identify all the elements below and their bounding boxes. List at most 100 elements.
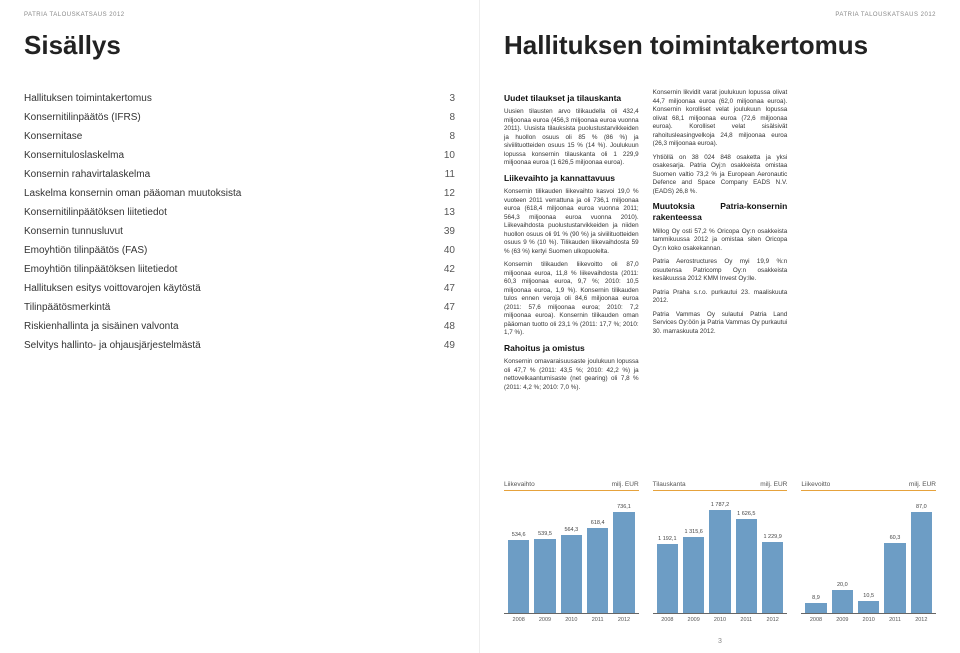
toc-label: Hallituksen toimintakertomus — [24, 89, 431, 108]
chart-title: Tilauskanta — [653, 481, 686, 488]
toc-label: Laskelma konsernin oman pääoman muutoksi… — [24, 184, 431, 203]
chart-bar-value: 20,0 — [837, 582, 848, 588]
toc-row: Konsernitase8 — [24, 127, 455, 146]
toc-label: Konsernitilinpäätös (IFRS) — [24, 108, 431, 127]
chart-bar — [508, 540, 529, 614]
chart-x-labels: 20082009201020112012 — [801, 617, 936, 623]
chart-x-label: 2009 — [683, 617, 704, 623]
running-header-left: PATRIA TALOUSKATSAUS 2012 — [24, 12, 455, 18]
toc-label: Konsernitilinpäätöksen liitetiedot — [24, 203, 431, 222]
toc-row: Konsernin rahavirtalaskelma11 — [24, 165, 455, 184]
chart-x-label: 2010 — [561, 617, 582, 623]
toc-label: Emoyhtiön tilinpäätös (FAS) — [24, 241, 431, 260]
chart-bar-value: 1 315,6 — [684, 529, 702, 535]
chart-bar — [657, 544, 678, 613]
toc-row: Riskienhallinta ja sisäinen valvonta48 — [24, 317, 455, 336]
chart-header: Liikevaihtomilj. EUR — [504, 481, 639, 491]
toc-row: Hallituksen toimintakertomus3 — [24, 89, 455, 108]
toc-row: Konsernitilinpäätöksen liitetiedot13 — [24, 203, 455, 222]
chart-bar — [762, 542, 783, 613]
chart-bar-cell: 618,4 — [587, 494, 608, 613]
section-paragraph: Konsernin tilikauden liikevoitto oli 87,… — [504, 261, 639, 338]
chart-bar-cell: 1 315,6 — [683, 494, 704, 613]
section-heading: Liikevaihto ja kannattavuus — [504, 173, 639, 184]
section-paragraph: Millog Oy osti 57,2 % Oricopa Oy:n osakk… — [653, 228, 788, 254]
chart-x-label: 2011 — [736, 617, 757, 623]
toc-page: 3 — [431, 89, 455, 108]
chart-bar-value: 618,4 — [591, 520, 605, 526]
toc-label: Konsernin tunnusluvut — [24, 222, 431, 241]
section-heading: Rahoitus ja omistus — [504, 343, 639, 354]
section-paragraph: Patria Praha s.r.o. purkautui 23. maalis… — [653, 289, 788, 306]
chart-title: Liikevoitto — [801, 481, 830, 488]
toc-row: Selvitys hallinto- ja ohjausjärjestelmäs… — [24, 336, 455, 355]
page-spread: PATRIA TALOUSKATSAUS 2012 Sisällys Halli… — [0, 0, 960, 653]
toc-page: 47 — [431, 298, 455, 317]
chart-bar — [832, 590, 853, 613]
chart-x-label: 2008 — [508, 617, 529, 623]
right-page: PATRIA TALOUSKATSAUS 2012 Hallituksen to… — [480, 0, 960, 653]
toc-row: Laskelma konsernin oman pääoman muutoksi… — [24, 184, 455, 203]
section-paragraph: Konsernin tilikauden liikevaihto kasvoi … — [504, 188, 639, 256]
chart-bar — [561, 535, 582, 613]
chart-x-labels: 20082009201020112012 — [653, 617, 788, 623]
chart-header: Tilauskanta milj. EUR — [653, 481, 788, 491]
chart-unit: milj. EUR — [909, 481, 936, 488]
chart-bar-cell: 1 626,5 — [736, 494, 757, 613]
bar-chart: Liikevoittomilj. EUR8,920,010,560,387,02… — [801, 481, 936, 623]
report-body-columns: Uudet tilaukset ja tilauskantaUusien til… — [504, 89, 936, 399]
bar-chart: Tilauskantamilj. EUR1 192,11 315,61 787,… — [653, 481, 788, 623]
toc-row: Emoyhtiön tilinpäätös (FAS)40 — [24, 241, 455, 260]
chart-bar — [709, 510, 730, 613]
toc-page: 8 — [431, 127, 455, 146]
chart-bars-area: 1 192,11 315,61 787,21 626,51 229,9 — [653, 494, 788, 614]
chart-bar-cell: 87,0 — [911, 494, 932, 613]
chart-bar-value: 564,3 — [564, 527, 578, 533]
toc-page: 10 — [431, 146, 455, 165]
chart-bar — [884, 543, 905, 613]
page-number: 3 — [718, 638, 722, 645]
chart-x-label: 2010 — [709, 617, 730, 623]
toc-label: Riskienhallinta ja sisäinen valvonta — [24, 317, 431, 336]
toc-page: 11 — [431, 165, 455, 184]
chart-x-label: 2009 — [534, 617, 555, 623]
running-header-right: PATRIA TALOUSKATSAUS 2012 — [504, 12, 936, 18]
chart-bars-area: 534,6539,5564,3618,4736,1 — [504, 494, 639, 614]
chart-x-label: 2012 — [762, 617, 783, 623]
toc-page: 40 — [431, 241, 455, 260]
chart-bar-cell: 539,5 — [534, 494, 555, 613]
chart-unit: milj. EUR — [760, 481, 787, 488]
toc-page: 39 — [431, 222, 455, 241]
section-paragraph: Konsernin omavaraisuusaste joulukuun lop… — [504, 358, 639, 392]
chart-bar-cell: 534,6 — [508, 494, 529, 613]
toc-label: Konsernituloslaskelma — [24, 146, 431, 165]
chart-bar — [858, 601, 879, 613]
chart-x-label: 2009 — [832, 617, 853, 623]
chart-bar-cell: 1 229,9 — [762, 494, 783, 613]
chart-bar — [613, 512, 634, 613]
toc-row: Konsernitilinpäätös (IFRS)8 — [24, 108, 455, 127]
chart-bar — [683, 537, 704, 613]
chart-bar-value: 1 626,5 — [737, 511, 755, 517]
section-paragraph: Konsernin likvidit varat joulukuun lopus… — [653, 89, 788, 149]
chart-bar-value: 10,5 — [863, 593, 874, 599]
toc-page: 12 — [431, 184, 455, 203]
chart-bar-value: 534,6 — [512, 532, 526, 538]
left-page: PATRIA TALOUSKATSAUS 2012 Sisällys Halli… — [0, 0, 480, 653]
toc-page: 42 — [431, 260, 455, 279]
toc-page: 13 — [431, 203, 455, 222]
toc-row: Konsernituloslaskelma10 — [24, 146, 455, 165]
bar-chart: Liikevaihtomilj. EUR 534,6 539,5 564,3 618,4… — [504, 481, 639, 623]
toc-page: 49 — [431, 336, 455, 355]
report-title: Hallituksen toimintakertomus — [504, 30, 936, 61]
section-heading: Muutoksia Patria-konsernin rakenteessa — [653, 201, 788, 224]
chart-title: Liikevaihto — [504, 481, 535, 488]
chart-bar-value: 1 229,9 — [763, 534, 781, 540]
toc-row: Konsernin tunnusluvut39 — [24, 222, 455, 241]
chart-bar-value: 60,3 — [890, 535, 901, 541]
chart-x-label: 2008 — [805, 617, 826, 623]
chart-bar-cell: 10,5 — [858, 494, 879, 613]
section-paragraph: Patria Aerostructures Oy myi 19,9 %:n os… — [653, 258, 788, 284]
chart-x-label: 2011 — [587, 617, 608, 623]
table-of-contents: Hallituksen toimintakertomus3Konsernitil… — [24, 89, 455, 355]
